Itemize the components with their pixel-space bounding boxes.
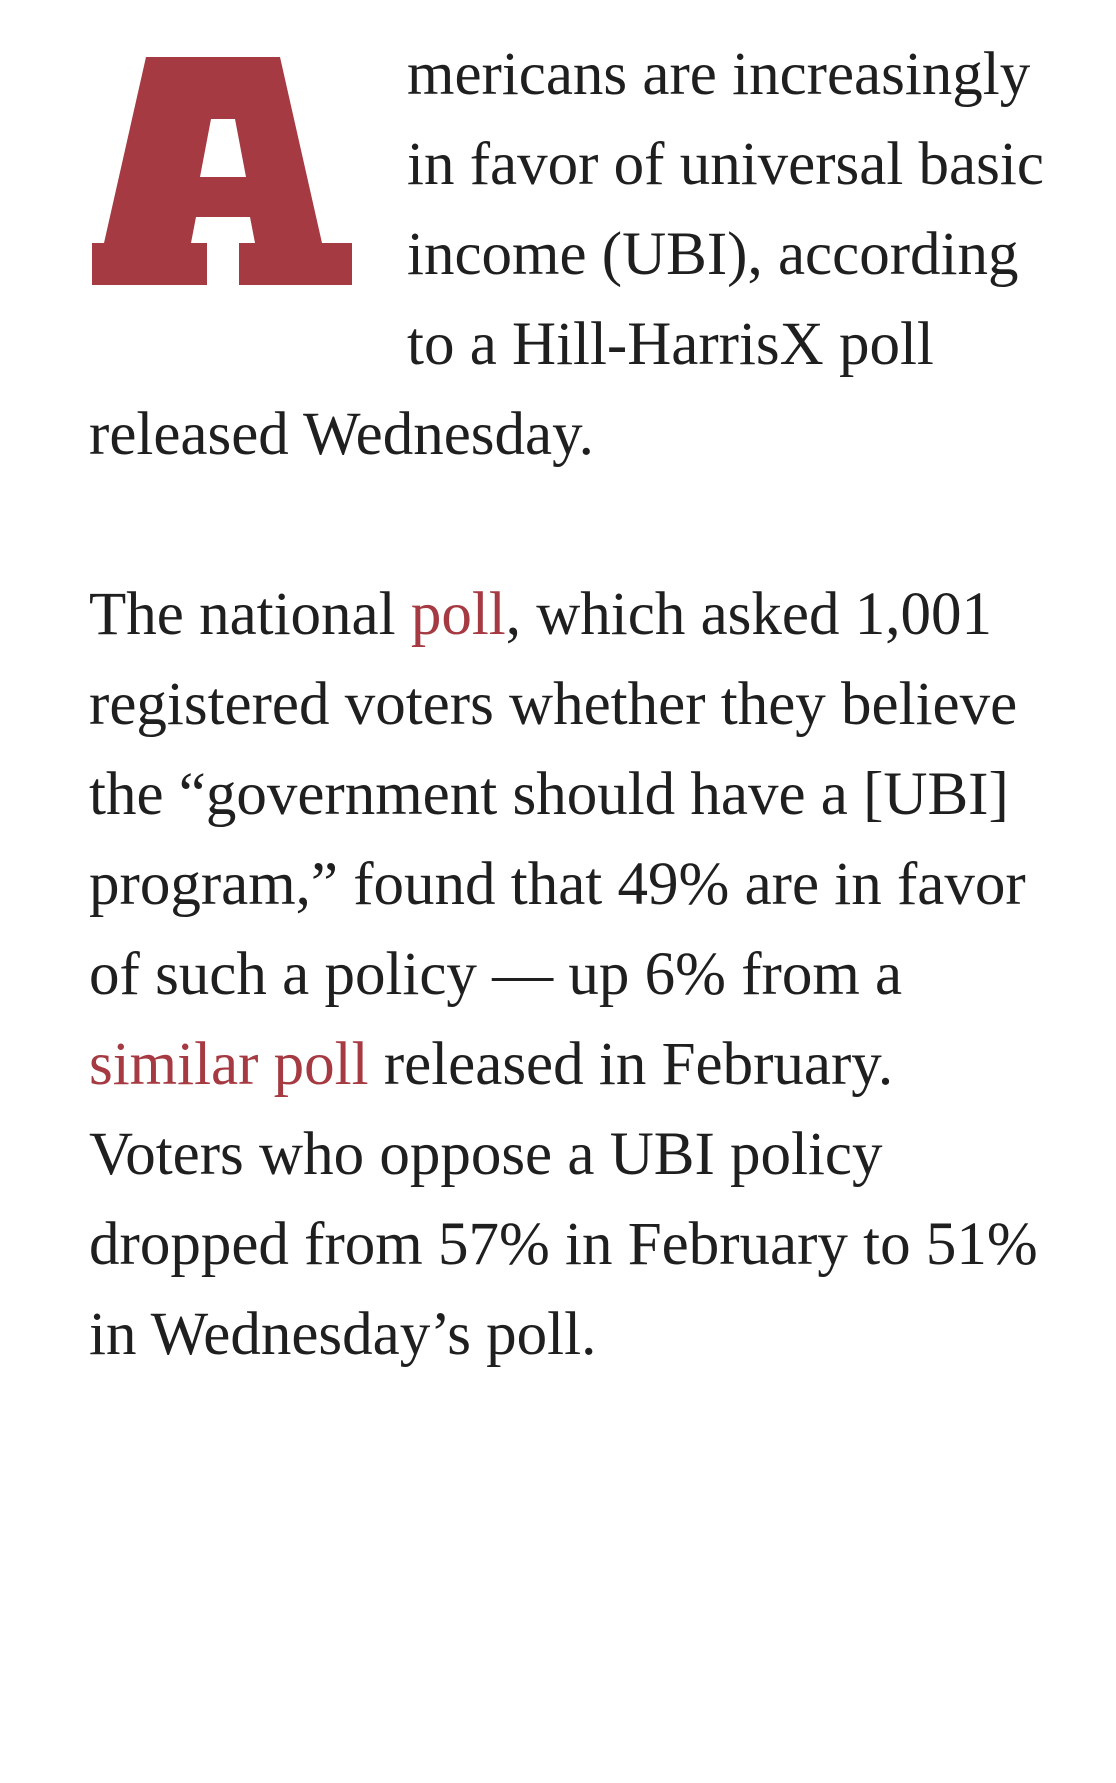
paragraph-poll-text-middle: , which asked 1,001 registered voters wh… [89,581,1026,1008]
paragraph-intro-text: mericans are increasingly in favor of un… [89,41,1044,468]
drop-cap-a-glyph [92,57,352,285]
poll-link[interactable]: poll [410,581,506,648]
drop-cap: A [89,30,407,350]
paragraph-poll-text-end: released in February. Voters who oppose … [89,1031,1038,1368]
paragraph-intro: A mericans are increasingly in favor of … [89,30,1049,480]
article-body: A mericans are increasingly in favor of … [89,30,1049,1380]
drop-cap-letter: A [89,30,90,31]
paragraph-poll: The national poll, which asked 1,001 reg… [89,570,1049,1380]
paragraph-poll-text-start: The national [89,581,411,648]
similar-poll-link[interactable]: similar poll [89,1031,369,1098]
